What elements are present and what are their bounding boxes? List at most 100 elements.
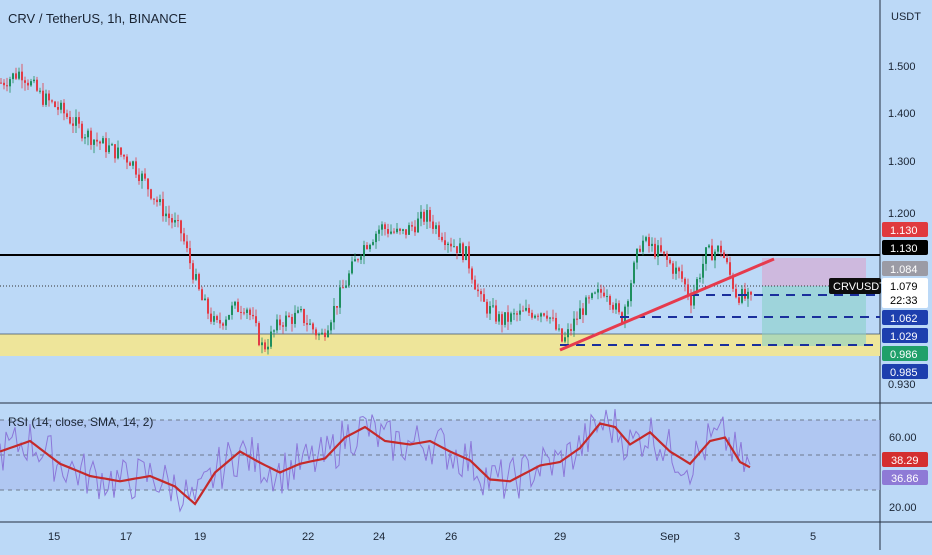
- rsi-tick-2: 20.00: [889, 502, 917, 514]
- candle-body: [297, 310, 299, 313]
- candle-body: [402, 229, 404, 231]
- symbol-tag: CRVUSDT: [829, 278, 886, 294]
- candle-body: [240, 311, 242, 313]
- price-label-3-text: 1.084: [890, 264, 918, 276]
- candle-body: [738, 297, 740, 303]
- candle-body: [156, 199, 158, 203]
- candle-body: [519, 310, 521, 315]
- candle-body: [507, 312, 509, 322]
- time-label-5: 24: [373, 531, 385, 543]
- candle-body: [534, 315, 536, 318]
- candle-body: [573, 318, 575, 331]
- candle-body: [612, 304, 614, 310]
- candle-body: [366, 245, 368, 250]
- candle-body: [618, 303, 620, 313]
- candles: [0, 63, 752, 355]
- candle-body: [351, 261, 353, 274]
- price-label-5: 1.062: [882, 310, 928, 325]
- rsi-line: [0, 409, 751, 513]
- candle-body: [597, 289, 599, 293]
- candle-body: [642, 240, 644, 252]
- candle-body: [516, 313, 518, 315]
- candle-body: [234, 301, 236, 306]
- candle-body: [447, 243, 449, 246]
- candle-body: [456, 246, 458, 254]
- trendline[interactable]: [559, 257, 775, 352]
- candle-body: [489, 306, 491, 314]
- candle-body: [429, 210, 431, 222]
- candle-body: [411, 225, 413, 227]
- candle-body: [345, 285, 347, 288]
- candle-body: [729, 262, 731, 275]
- candle-body: [144, 173, 146, 179]
- candle-body: [435, 225, 437, 229]
- candle-body: [327, 330, 329, 338]
- time-label-7: 29: [554, 531, 566, 543]
- candle-body: [108, 145, 110, 153]
- candle-body: [255, 316, 257, 324]
- candle-body: [354, 259, 356, 262]
- candle-body: [675, 267, 677, 274]
- candle-body: [510, 313, 512, 322]
- price-tick-1: 1.500: [888, 61, 916, 73]
- candle-body: [501, 314, 503, 325]
- candle-body: [555, 317, 557, 330]
- time-label-10: 5: [810, 531, 816, 543]
- candle-body: [663, 251, 665, 254]
- price-label-8-text: 0.985: [890, 367, 918, 379]
- candle-body: [117, 147, 119, 159]
- candle-body: [105, 138, 107, 153]
- candle-body: [147, 178, 149, 190]
- candle-body: [687, 284, 689, 296]
- candle-body: [123, 154, 125, 157]
- candle-body: [615, 303, 617, 310]
- price-label-2-text: 1.130: [890, 243, 918, 255]
- candle-body: [567, 329, 569, 338]
- candle-body: [21, 71, 23, 81]
- candle-body: [360, 256, 362, 260]
- candle-body: [477, 289, 479, 292]
- candle-body: [84, 137, 86, 139]
- candle-body: [648, 237, 650, 247]
- candle-body: [453, 246, 455, 248]
- candle-body: [276, 319, 278, 331]
- candle-body: [216, 316, 218, 320]
- candle-body: [321, 332, 323, 335]
- candle-body: [303, 309, 305, 324]
- candle-body: [261, 342, 263, 346]
- candle-body: [744, 288, 746, 299]
- candle-body: [696, 279, 698, 292]
- candle-body: [270, 331, 272, 347]
- candle-body: [693, 291, 695, 306]
- candle-body: [717, 245, 719, 252]
- candle-body: [246, 309, 248, 313]
- chart-title: CRV / TetherUS, 1h, BINANCE: [8, 11, 187, 26]
- candle-body: [588, 297, 590, 299]
- candle-body: [78, 117, 80, 124]
- candle-body: [267, 346, 269, 350]
- candle-body: [363, 245, 365, 257]
- candle-body: [63, 102, 65, 114]
- time-label-2: 17: [120, 531, 132, 543]
- candle-body: [126, 156, 128, 163]
- candle-body: [18, 71, 20, 79]
- candle-body: [195, 274, 197, 280]
- candle-body: [180, 220, 182, 234]
- candle-body: [390, 231, 392, 234]
- price-label-6-text: 1.029: [890, 331, 918, 343]
- candle-body: [318, 334, 320, 336]
- candle-body: [171, 218, 173, 223]
- candle-body: [699, 277, 701, 280]
- candle-body: [450, 243, 452, 247]
- candle-body: [378, 229, 380, 234]
- candle-body: [132, 161, 134, 166]
- candle-body: [540, 313, 542, 317]
- candle-body: [564, 337, 566, 342]
- rsi-tick-1: 60.00: [889, 432, 917, 444]
- candle-body: [657, 245, 659, 258]
- candle-body: [735, 288, 737, 298]
- price-label-3: 1.084: [882, 261, 928, 276]
- time-axis: 15 17 19 22 24 26 29 Sep 3 5: [48, 531, 816, 543]
- candle-body: [9, 79, 11, 87]
- candle-body: [96, 139, 98, 142]
